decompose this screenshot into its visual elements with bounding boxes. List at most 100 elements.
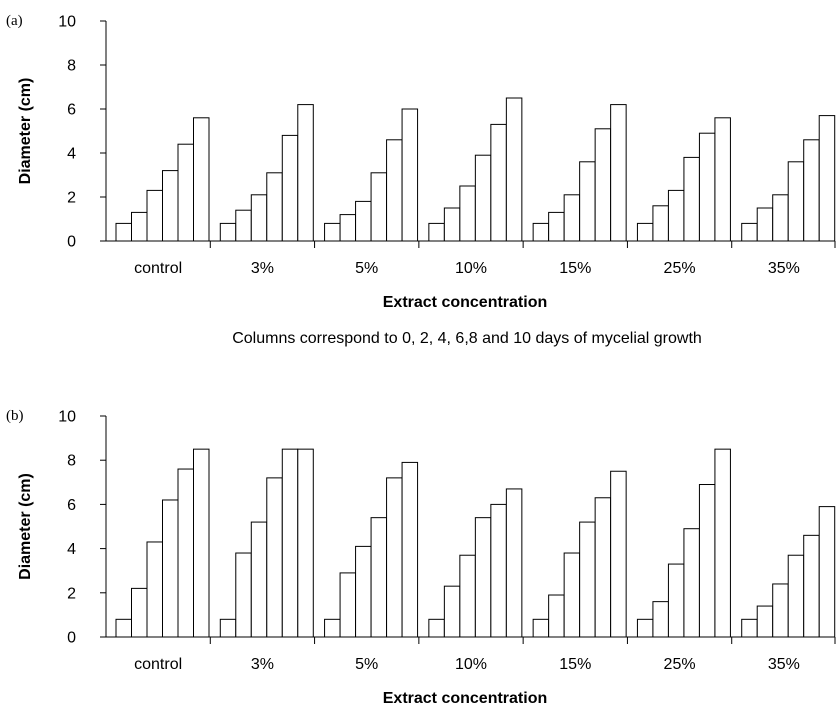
y-tick-label: 10: [58, 409, 76, 426]
y-tick-label: 4: [67, 541, 76, 558]
y-tick-label: 8: [67, 453, 76, 470]
bar: [787, 554, 805, 638]
bar: [219, 222, 237, 242]
bar: [803, 534, 820, 638]
bar: [698, 132, 716, 242]
bar: [532, 618, 550, 638]
bar: [683, 156, 700, 242]
bar: [370, 172, 388, 242]
y-axis-label: Diameter (cm): [17, 473, 34, 580]
bar: [741, 618, 758, 638]
bar: [146, 189, 163, 242]
bar: [610, 470, 627, 638]
bar: [579, 161, 596, 242]
bar: [443, 207, 461, 242]
y-tick-label: 0: [67, 630, 76, 647]
bar: [401, 461, 419, 638]
y-axis-label: Diameter (cm): [17, 78, 34, 185]
x-tick-label: 25%: [664, 656, 696, 673]
bar: [401, 108, 419, 242]
bar: [756, 207, 774, 242]
y-tick-label: 2: [67, 190, 76, 207]
y-tick-label: 4: [67, 146, 76, 163]
bar: [563, 194, 581, 242]
x-axis-label: Extract concentration: [383, 690, 547, 707]
bar: [610, 104, 627, 242]
y-tick-label: 2: [67, 585, 76, 602]
y-tick-label: 0: [67, 234, 76, 251]
y-tick-label: 8: [67, 58, 76, 75]
bar: [297, 448, 314, 638]
bar: [235, 552, 252, 638]
y-tick-label: 10: [58, 14, 76, 31]
panel-label: (a): [6, 13, 23, 29]
y-tick-label: 6: [67, 497, 76, 514]
bar: [698, 484, 716, 638]
x-tick-label: 5%: [355, 656, 378, 673]
bar: [428, 222, 445, 242]
x-tick-label: 35%: [768, 656, 800, 673]
bar: [741, 222, 758, 242]
bar: [579, 521, 596, 638]
bar: [250, 521, 268, 638]
bar: [652, 601, 669, 638]
bar: [339, 572, 357, 638]
bar: [474, 154, 492, 242]
bar: [324, 618, 341, 638]
bar: [339, 214, 357, 242]
bar: [297, 104, 314, 242]
bar: [219, 618, 237, 638]
bar: [131, 211, 148, 242]
bar: [787, 161, 805, 242]
x-tick-label: 15%: [559, 656, 591, 673]
bar: [193, 448, 210, 638]
bar: [355, 200, 372, 242]
bar: [324, 222, 341, 242]
bar: [115, 618, 132, 638]
x-tick-label: 10%: [455, 260, 487, 277]
bar: [772, 583, 789, 638]
caption: Columns correspond to 0, 2, 4, 6,8 and 1…: [232, 330, 702, 347]
bar: [818, 115, 836, 242]
bar: [772, 194, 789, 242]
bar: [146, 541, 163, 638]
bar: [428, 618, 445, 638]
bar: [714, 448, 731, 638]
x-tick-label: 5%: [355, 260, 378, 277]
x-tick-label: control: [134, 656, 182, 673]
x-axis-label: Extract concentration: [383, 294, 547, 311]
x-tick-label: 35%: [768, 260, 800, 277]
bar: [250, 194, 268, 242]
bar: [459, 554, 476, 638]
bar: [683, 528, 700, 638]
bar: [594, 128, 612, 242]
bar: [386, 139, 403, 242]
bar: [818, 506, 836, 638]
bar: [474, 517, 492, 638]
bar: [563, 552, 581, 638]
bar: [756, 605, 774, 638]
bar: [714, 117, 731, 242]
bar: [532, 222, 550, 242]
x-tick-label: 10%: [455, 656, 487, 673]
bar: [594, 497, 612, 638]
x-tick-label: 3%: [251, 260, 274, 277]
bar: [131, 587, 148, 638]
bar: [370, 517, 388, 638]
x-tick-label: 3%: [251, 656, 274, 673]
bar: [235, 209, 252, 242]
bar: [505, 97, 523, 242]
bar: [443, 585, 461, 638]
bar: [652, 205, 669, 242]
bar: [459, 185, 476, 242]
bar: [193, 117, 210, 242]
bar: [177, 468, 194, 638]
bar: [490, 503, 507, 638]
bar: [355, 545, 372, 638]
x-tick-label: control: [134, 260, 182, 277]
bar: [162, 170, 179, 242]
bar: [266, 477, 283, 638]
bar: [636, 222, 654, 242]
bar: [490, 123, 507, 242]
